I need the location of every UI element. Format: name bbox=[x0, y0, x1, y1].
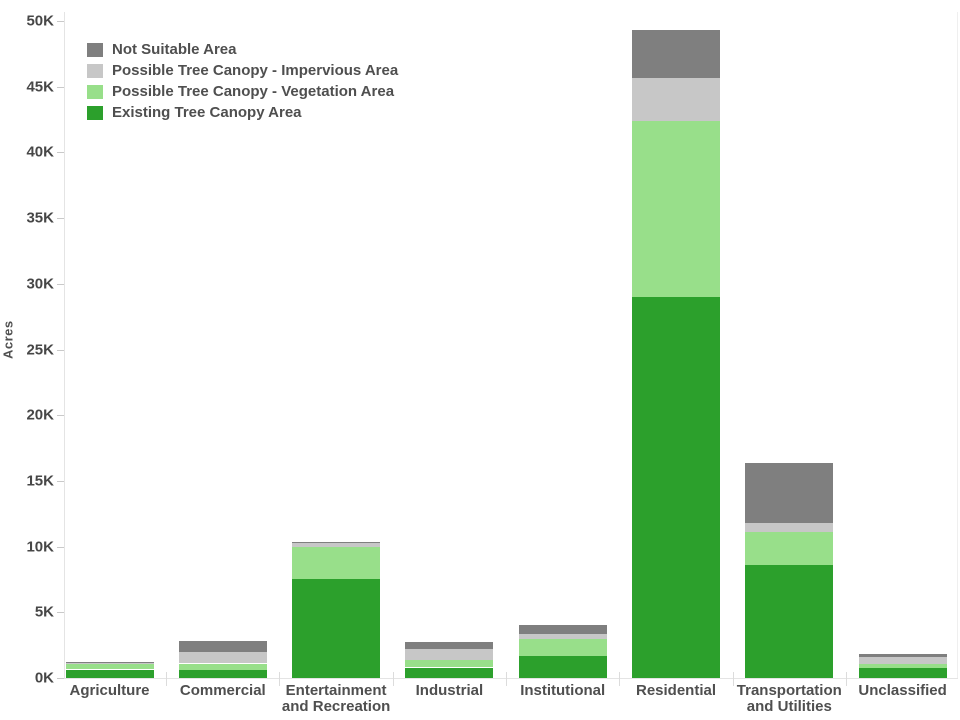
bar-segment[interactable] bbox=[858, 654, 947, 657]
bar-segment[interactable] bbox=[65, 662, 154, 663]
bar-segment[interactable] bbox=[405, 641, 494, 650]
x-axis-category-label: Agriculture bbox=[69, 682, 150, 699]
bar-segment[interactable] bbox=[632, 296, 720, 678]
legend-label: Existing Tree Canopy Area bbox=[112, 104, 302, 121]
bar-segment[interactable] bbox=[858, 663, 947, 669]
bar-segment[interactable] bbox=[518, 639, 607, 656]
x-axis-line bbox=[64, 678, 958, 679]
x-axis-category-label: Residential bbox=[635, 682, 717, 699]
bar-segment[interactable] bbox=[65, 669, 154, 678]
y-tick-mark bbox=[57, 415, 64, 417]
legend-item[interactable]: Possible Tree Canopy - Impervious Area bbox=[87, 60, 398, 81]
bar-segment[interactable] bbox=[65, 662, 154, 665]
legend-swatch-icon bbox=[87, 63, 103, 78]
y-tick-label: 0K bbox=[34, 669, 54, 687]
legend-label: Possible Tree Canopy - Impervious Area bbox=[112, 62, 399, 79]
column-divider bbox=[166, 672, 168, 686]
bar-segment[interactable] bbox=[745, 532, 834, 565]
y-tick-mark bbox=[57, 678, 64, 679]
bar-segment[interactable] bbox=[405, 649, 494, 661]
plot-right-border bbox=[957, 12, 958, 678]
bar-segment[interactable] bbox=[632, 77, 720, 121]
bar-segment[interactable] bbox=[65, 664, 154, 670]
bar-segment[interactable] bbox=[745, 462, 834, 523]
legend-swatch-icon bbox=[87, 42, 103, 57]
y-tick-label: 10K bbox=[26, 538, 54, 556]
legend-item[interactable]: Existing Tree Canopy Area bbox=[87, 102, 398, 123]
y-tick-label: 30K bbox=[26, 275, 54, 293]
legend-item[interactable]: Not Suitable Area bbox=[87, 39, 398, 60]
legend-swatch-icon bbox=[87, 105, 103, 120]
bar-segment[interactable] bbox=[858, 657, 947, 664]
column-divider bbox=[732, 672, 734, 686]
bar-segment[interactable] bbox=[745, 522, 834, 533]
bar-segment[interactable] bbox=[405, 667, 494, 678]
y-tick-mark bbox=[57, 21, 64, 22]
legend-label: Not Suitable Area bbox=[112, 41, 237, 58]
bar-segment[interactable] bbox=[518, 655, 607, 678]
legend-label: Possible Tree Canopy - Vegetation Area bbox=[112, 83, 395, 100]
bar-segment[interactable] bbox=[632, 29, 720, 78]
column-divider bbox=[392, 672, 394, 686]
bar-segment[interactable] bbox=[292, 542, 381, 544]
x-axis-category-label: Transportation and Utilities bbox=[736, 682, 842, 715]
bar-segment[interactable] bbox=[858, 668, 947, 678]
y-tick-label: 15K bbox=[26, 472, 54, 490]
y-axis-line bbox=[64, 12, 65, 678]
x-axis-category-label: Industrial bbox=[415, 682, 484, 699]
x-axis-category-label: Institutional bbox=[520, 682, 606, 699]
legend: Not Suitable Area Possible Tree Canopy - … bbox=[87, 39, 398, 123]
bar-segment[interactable] bbox=[178, 670, 267, 678]
y-tick-label: 25K bbox=[26, 341, 54, 358]
y-tick-label: 45K bbox=[26, 78, 54, 96]
y-tick-mark bbox=[57, 546, 64, 548]
y-axis-title: Acres bbox=[0, 320, 16, 360]
bar-segment[interactable] bbox=[292, 543, 381, 548]
y-tick-label: 20K bbox=[26, 406, 54, 424]
y-tick-mark bbox=[57, 480, 64, 482]
legend-swatch-icon bbox=[87, 84, 103, 99]
bar-segment[interactable] bbox=[178, 663, 267, 671]
bar-segment[interactable] bbox=[178, 640, 267, 652]
y-tick-mark bbox=[57, 349, 64, 351]
bar-segment[interactable] bbox=[292, 547, 381, 579]
bar-segment[interactable] bbox=[518, 634, 607, 640]
bar-segment[interactable] bbox=[745, 565, 834, 678]
y-tick-label: 50K bbox=[26, 12, 54, 30]
x-axis-category-label: Unclassified bbox=[858, 682, 947, 699]
bar-segment[interactable] bbox=[405, 660, 494, 668]
bar-segment[interactable] bbox=[632, 120, 720, 297]
y-tick-label: 35K bbox=[26, 209, 54, 227]
y-tick-label: 40K bbox=[26, 143, 54, 161]
y-tick-mark bbox=[57, 86, 64, 88]
y-tick-mark bbox=[57, 283, 64, 285]
y-tick-mark bbox=[57, 218, 64, 220]
bar-segment[interactable] bbox=[178, 651, 267, 664]
column-divider bbox=[845, 672, 847, 686]
bar-segment[interactable] bbox=[518, 624, 607, 634]
y-tick-mark bbox=[57, 152, 64, 154]
x-axis-category-label: Entertainment and Recreation bbox=[281, 682, 391, 715]
x-axis-category-label: Commercial bbox=[179, 682, 266, 699]
column-divider bbox=[619, 672, 621, 686]
legend-item[interactable]: Possible Tree Canopy - Vegetation Area bbox=[87, 81, 398, 102]
column-divider bbox=[506, 672, 507, 686]
bar-segment[interactable] bbox=[292, 578, 381, 678]
y-tick-mark bbox=[57, 612, 64, 614]
column-divider bbox=[279, 672, 281, 686]
y-tick-label: 5K bbox=[34, 603, 54, 621]
